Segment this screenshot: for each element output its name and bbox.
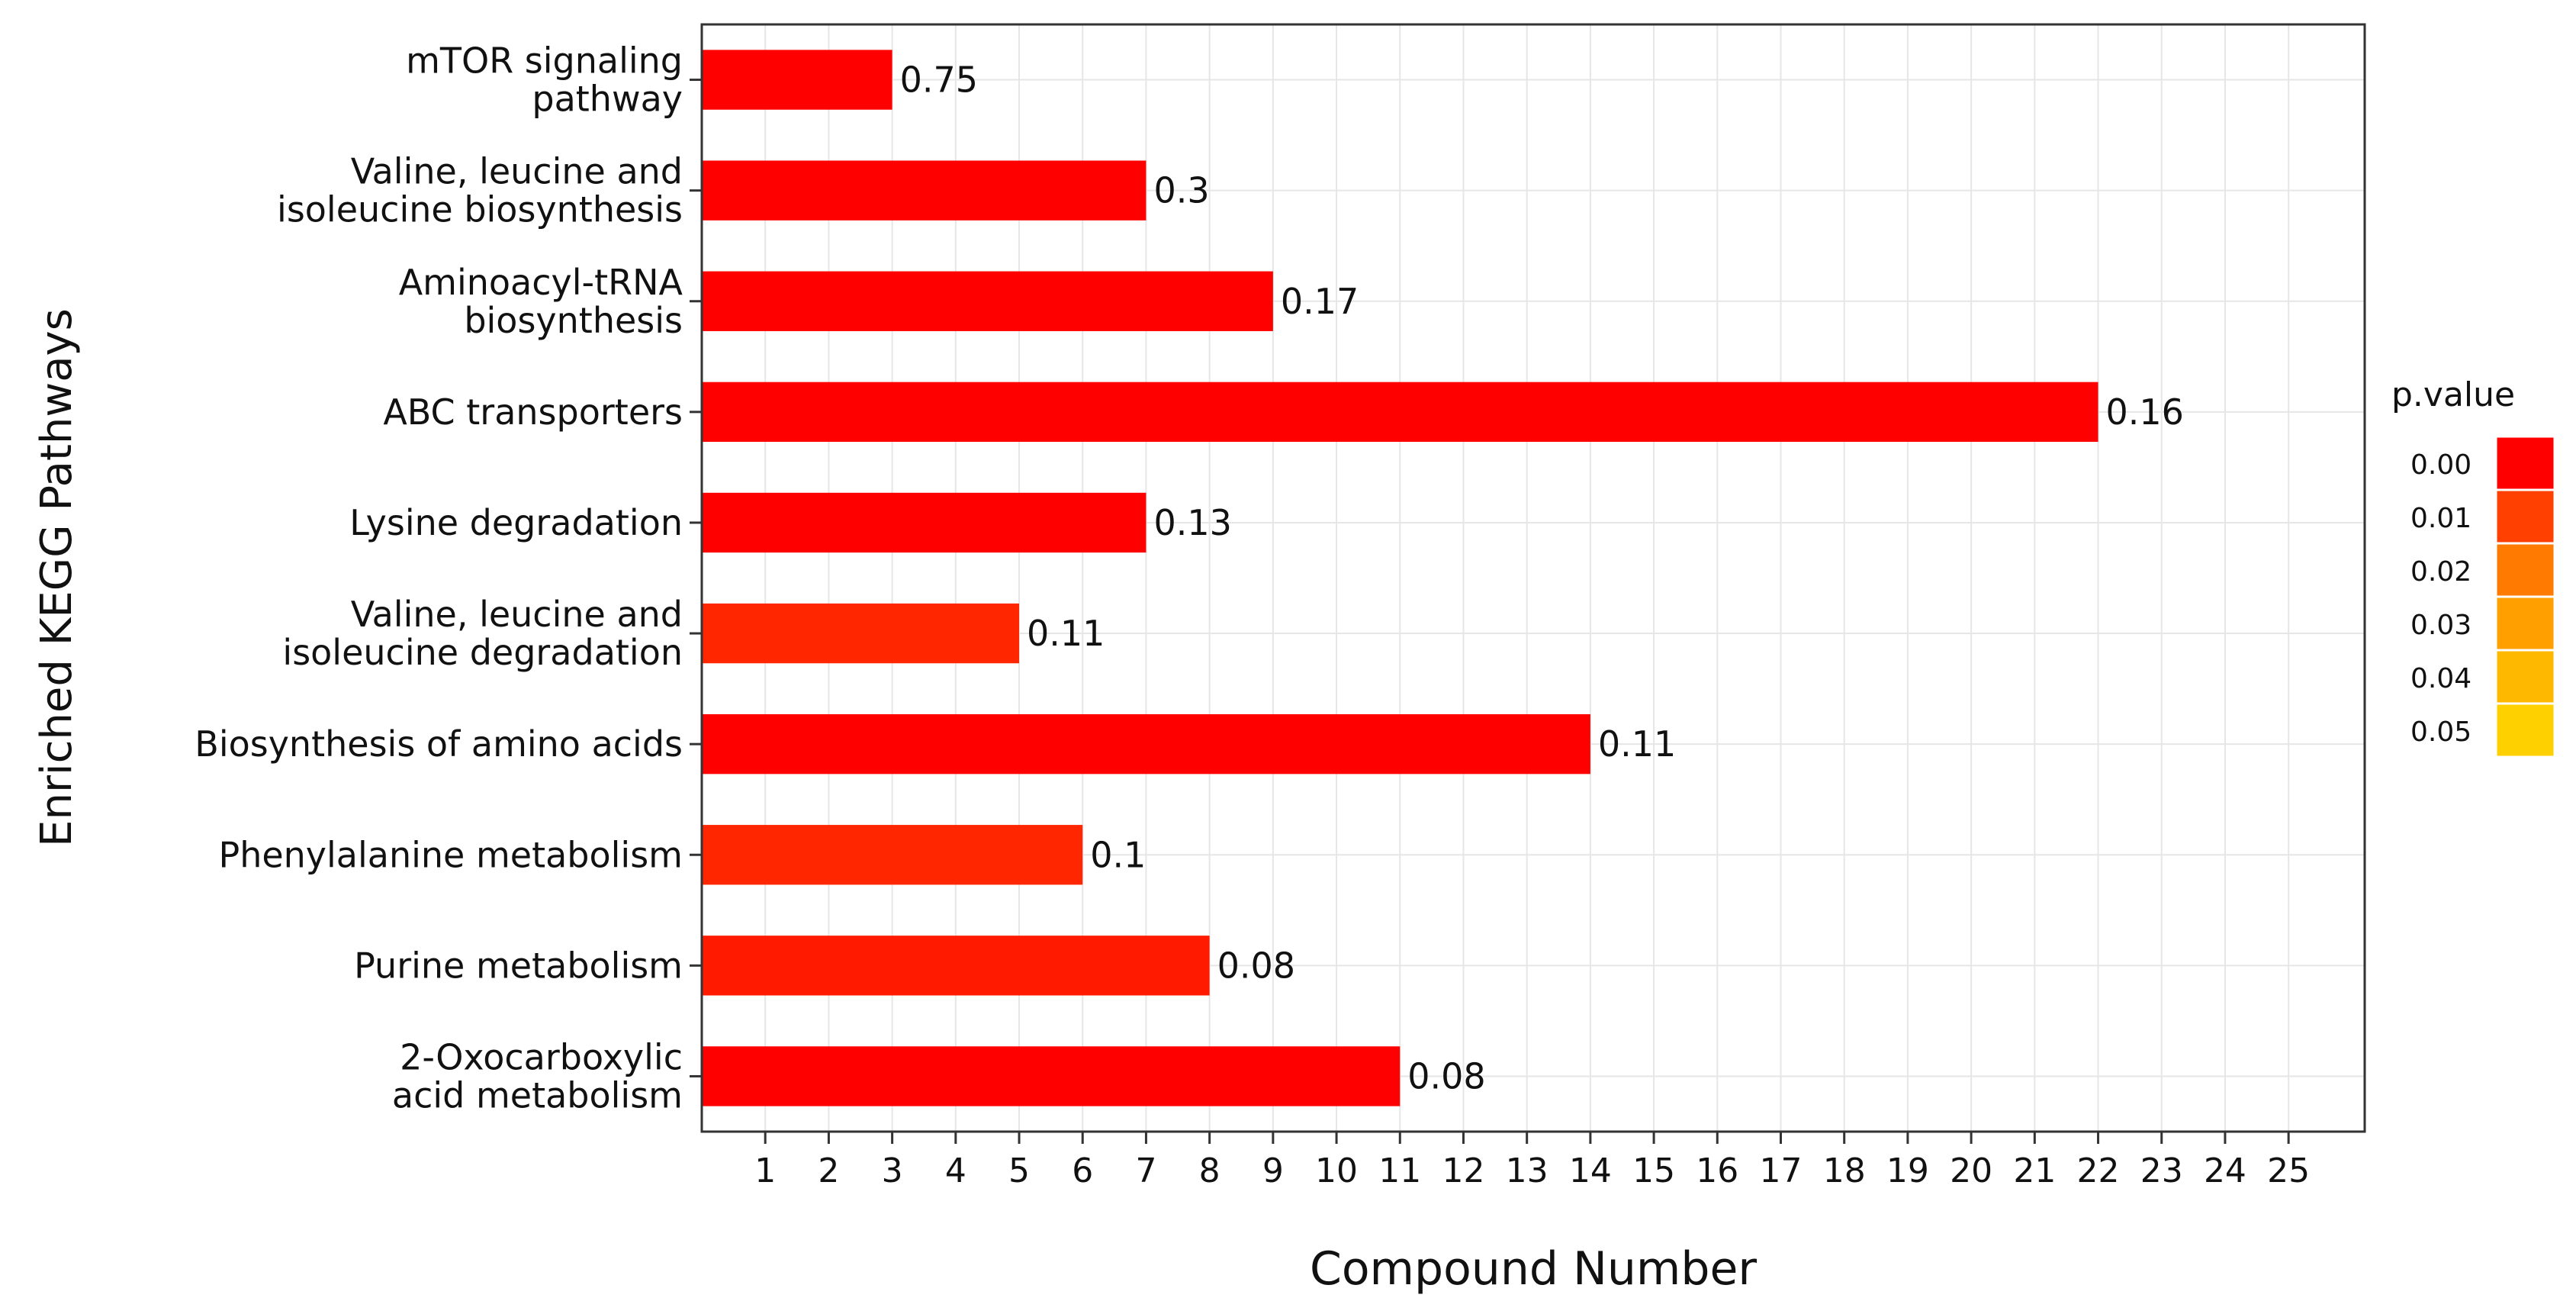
legend-swatch [2494,702,2556,758]
legend-swatch [2494,435,2556,491]
bar [702,160,1146,221]
x-tick-label: 14 [1569,1151,1612,1190]
x-tick-label: 12 [1442,1151,1484,1190]
x-tick-label: 21 [2013,1151,2056,1190]
x-axis: 1 2 3 4 5 6 7 8 9 10 11 12 13 14 15 16 17 18 19 20 21 22 23 24 2… [754,1132,2310,1190]
legend-swatch [2494,542,2556,598]
y-tick-label: Phenylalanine metabolism [218,834,683,875]
bar-value-label: 0.16 [2106,391,2184,433]
bar [702,603,1020,664]
bar-value-label: 0.13 [1153,502,1231,543]
x-tick-label: 22 [2077,1151,2120,1190]
legend-title: p.value [2391,375,2515,414]
x-tick-label: 13 [1506,1151,1548,1190]
y-tick-label: mTOR signaling [406,40,683,82]
y-tick-label: Valine, leucine and [351,151,683,192]
bar-value-label: 0.08 [1407,1055,1485,1097]
bar-value-label: 0.75 [900,60,978,101]
legend-label: 0.01 [2410,503,2471,534]
legend-label: 0.05 [2410,717,2471,748]
plot-panel-border [700,23,2366,1133]
bar [702,713,1590,775]
y-tick-label: Lysine degradation [349,502,683,543]
y-tick-label: isoleucine biosynthesis [277,189,683,230]
bar [702,1046,1401,1106]
x-tick-label: 9 [1262,1151,1284,1190]
x-tick-label: 8 [1199,1151,1220,1190]
bar [702,825,1083,885]
y-tick-label: 2-Oxocarboxylic [400,1036,683,1077]
y-tick-label: biosynthesis [464,300,683,341]
legend-swatch [2494,595,2556,652]
y-axis-title: Enriched KEGG Pathways [32,308,82,847]
x-tick-label: 23 [2140,1151,2183,1190]
x-tick-label: 1 [754,1151,776,1190]
bar [702,382,2098,443]
bar [702,50,892,110]
x-tick-label: 17 [1760,1151,1803,1190]
x-tick-label: 2 [818,1151,839,1190]
x-tick-label: 4 [945,1151,966,1190]
y-tick-label: Aminoacyl-tRNA [399,262,683,303]
bar [702,492,1146,553]
legend-label: 0.02 [2410,556,2471,588]
x-tick-label: 15 [1632,1151,1675,1190]
bar-value-labels: 0.75 0.3 0.17 0.16 0.13 0.11 0.11 0.1 0.08 0.08 [900,60,2184,1097]
legend-label: 0.04 [2410,663,2471,694]
bar [702,936,1210,996]
y-tick-label: Purine metabolism [354,945,683,986]
x-tick-label: 16 [1696,1151,1738,1190]
bar-value-label: 0.11 [1027,613,1105,654]
x-tick-label: 5 [1008,1151,1030,1190]
y-tick-label: isoleucine degradation [282,632,683,673]
x-tick-label: 20 [1950,1151,1992,1190]
bar-value-label: 0.1 [1090,834,1146,875]
legend-swatch [2494,488,2556,545]
bar-value-label: 0.17 [1281,281,1359,322]
y-tick-label: acid metabolism [392,1074,683,1116]
x-tick-label: 3 [882,1151,903,1190]
bar-value-label: 0.3 [1153,170,1209,211]
x-tick-label: 18 [1823,1151,1866,1190]
y-tick-label: Biosynthesis of amino acids [195,723,683,765]
x-tick-label: 25 [2267,1151,2310,1190]
legend-label: 0.03 [2410,610,2471,641]
x-axis-title: Compound Number [1310,1242,1757,1296]
legend-swatch [2494,649,2556,705]
bar-value-label: 0.08 [1217,945,1295,986]
y-tick-label: ABC transporters [383,391,683,433]
x-tick-label: 11 [1378,1151,1421,1190]
x-tick-label: 24 [2204,1151,2246,1190]
x-tick-label: 19 [1886,1151,1929,1190]
legend: p.value 0.00 0.01 0.02 0.03 0.04 0.05 [2391,375,2556,758]
bar [702,271,1273,331]
bar-value-label: 0.11 [1598,723,1676,765]
bars [702,50,2098,1106]
x-tick-label: 7 [1135,1151,1156,1190]
x-tick-label: 10 [1315,1151,1358,1190]
y-tick-label: Valine, leucine and [351,594,683,635]
y-tick-label: pathway [532,79,683,120]
x-tick-label: 6 [1072,1151,1093,1190]
legend-label: 0.00 [2410,449,2471,481]
